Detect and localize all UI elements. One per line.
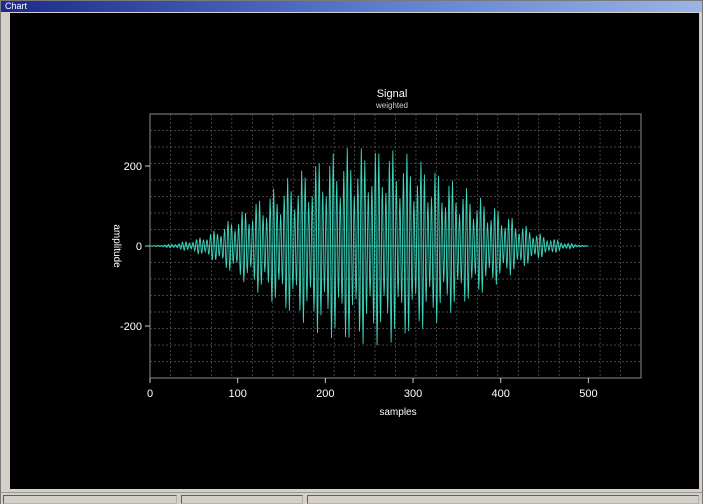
x-tick-label: 100	[228, 388, 246, 400]
y-tick-label: 0	[136, 241, 142, 253]
axes: 0 100 200 300 400 500 -200 0 200	[120, 161, 598, 400]
plot-area: Signal weighted 0 100 200 300 400 500 -200 0 200…	[10, 13, 699, 489]
x-tick-label: 200	[316, 388, 334, 400]
signal-chart: Signal weighted 0 100 200 300 400 500 -200 0 200…	[111, 88, 642, 418]
y-tick-label: -200	[120, 321, 142, 333]
chart-title: Signal	[377, 88, 408, 100]
status-bar	[1, 492, 702, 504]
status-pane	[307, 495, 699, 504]
y-tick-label: 200	[124, 161, 142, 173]
status-pane	[3, 495, 177, 504]
status-pane	[181, 495, 303, 504]
x-tick-label: 400	[492, 388, 510, 400]
signal-trace	[149, 147, 589, 346]
title-bar[interactable]: Chart	[1, 1, 702, 12]
x-axis-label: samples	[379, 407, 416, 418]
x-tick-label: 0	[147, 388, 153, 400]
chart-subtitle: weighted	[375, 101, 408, 110]
window-title: Chart	[5, 1, 28, 11]
y-axis-label: amplitude	[111, 224, 122, 268]
x-tick-label: 300	[404, 388, 422, 400]
x-tick-label: 500	[579, 388, 597, 400]
